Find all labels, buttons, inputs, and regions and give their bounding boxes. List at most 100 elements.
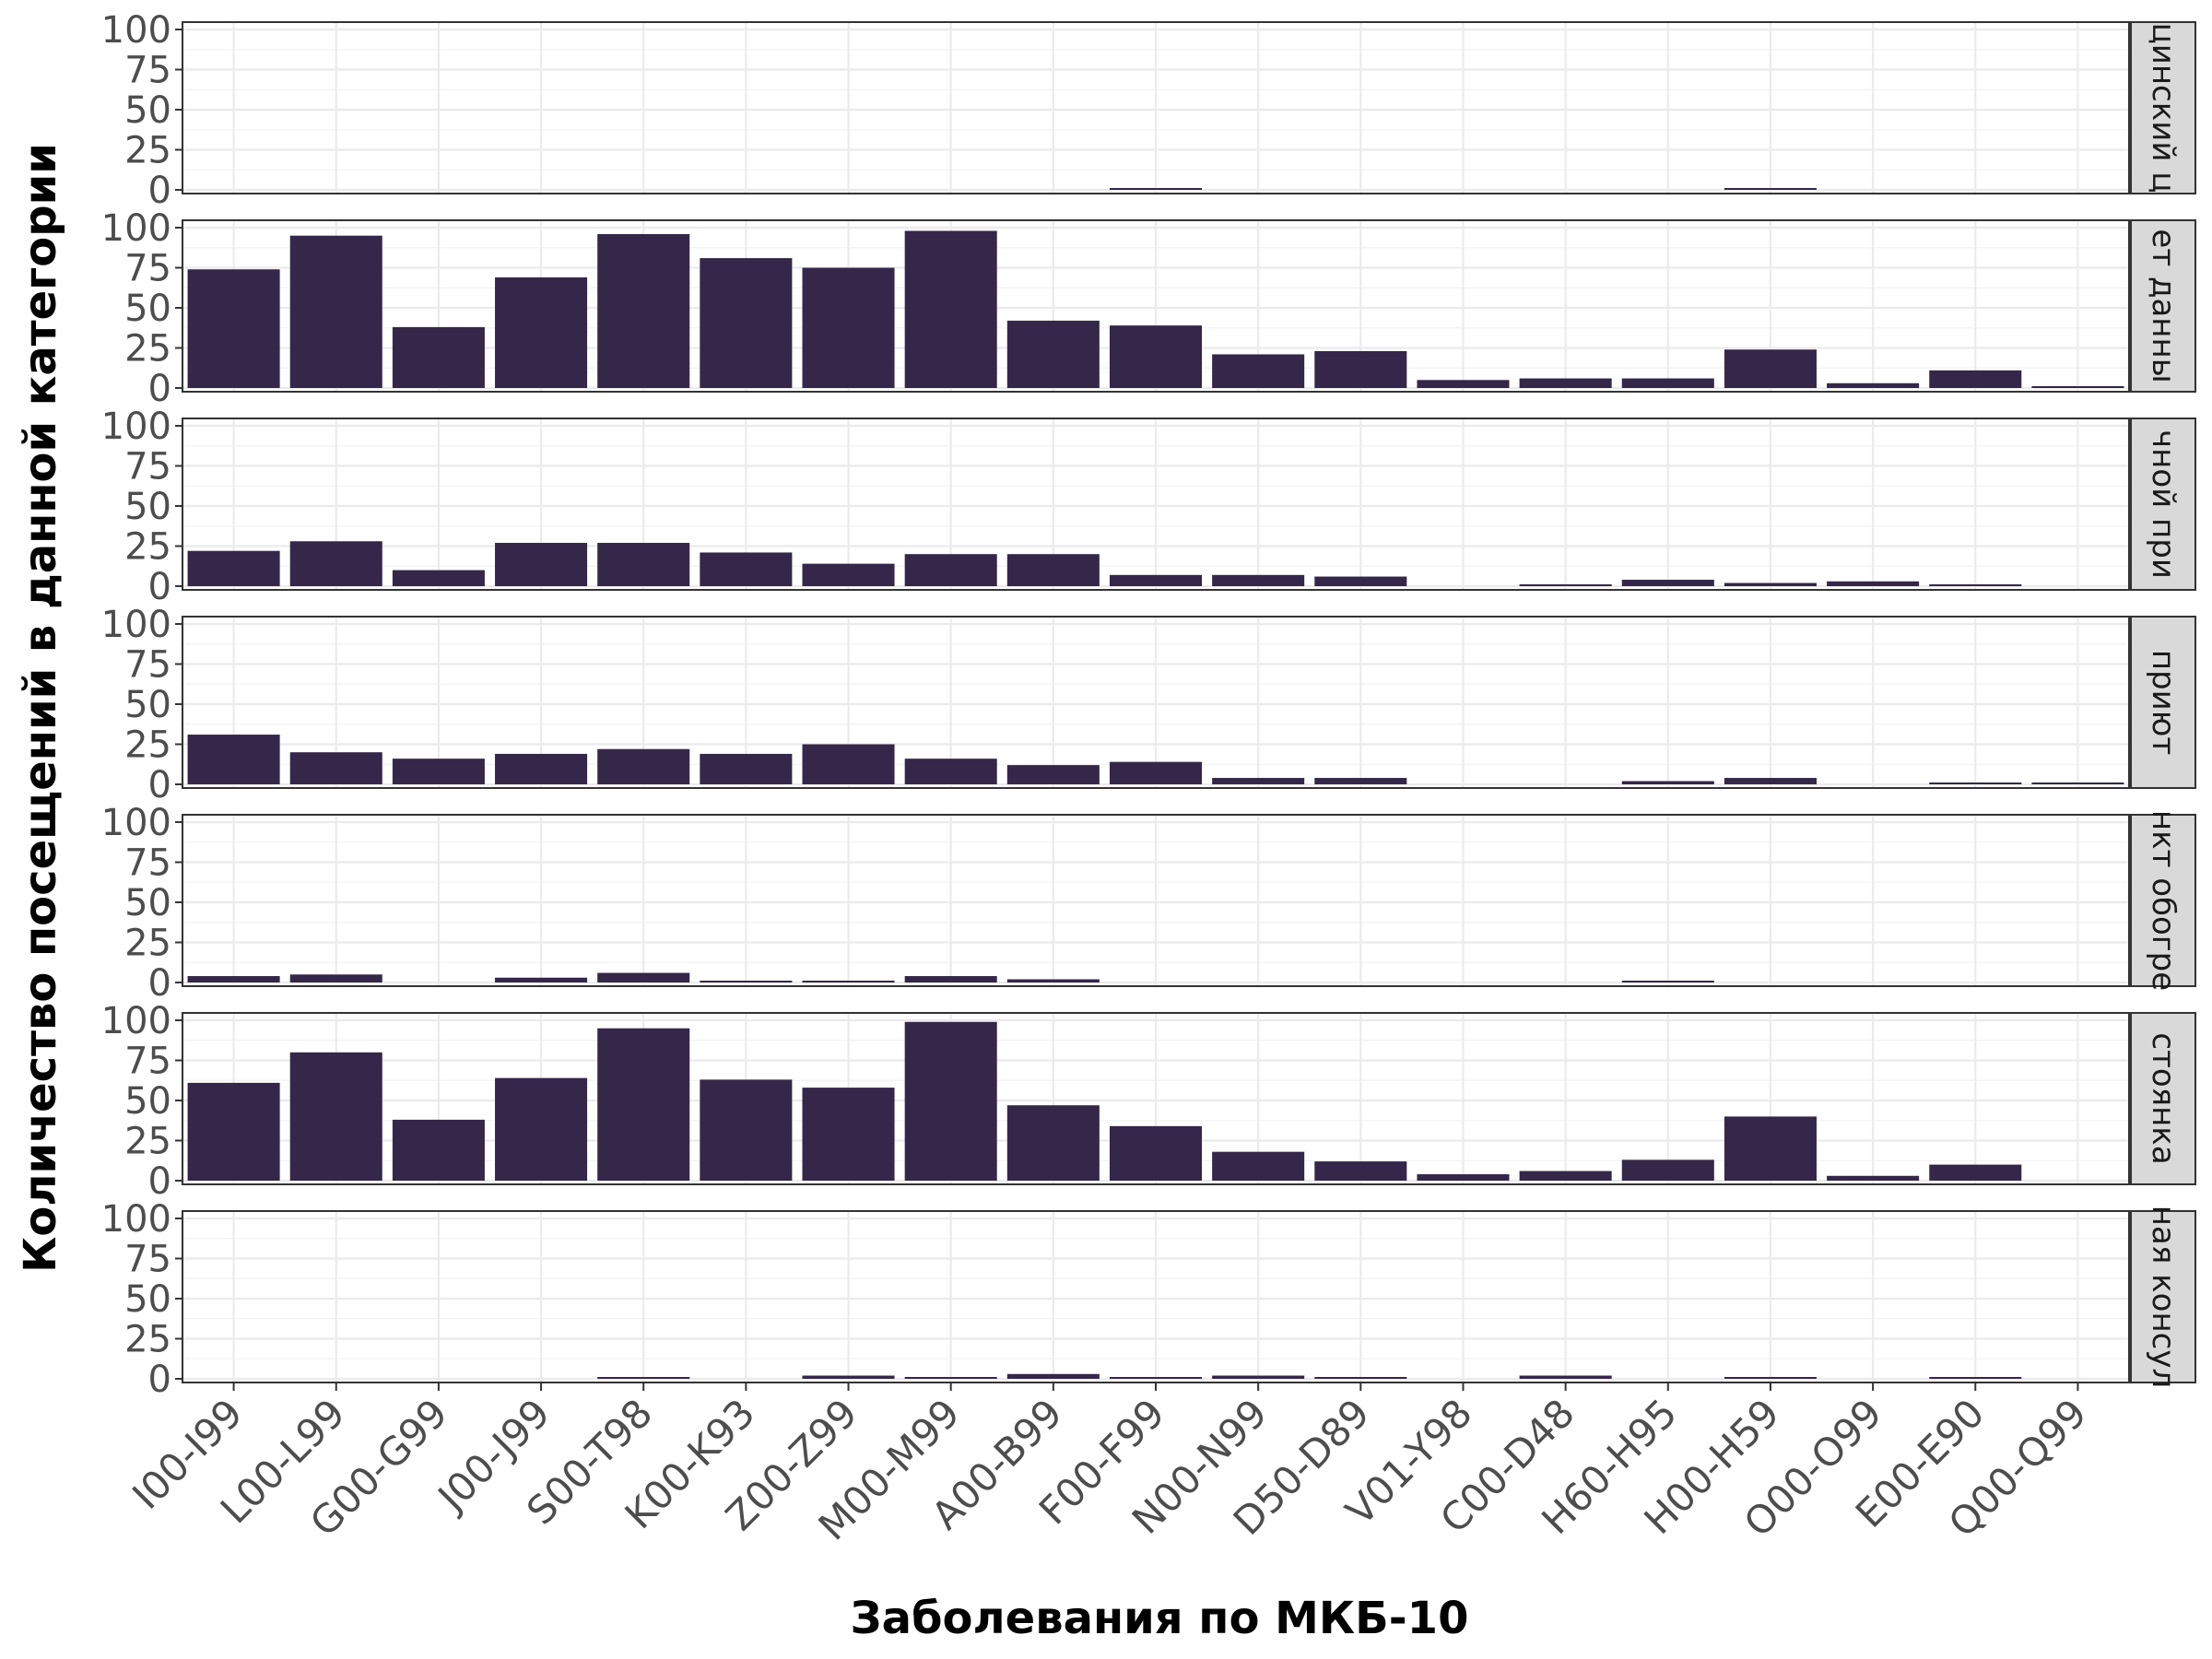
bar <box>1212 1151 1305 1181</box>
y-tick-label: 75 <box>124 50 171 92</box>
bar <box>392 1119 485 1181</box>
bar <box>597 748 690 784</box>
bar <box>187 735 280 784</box>
bar <box>904 1377 997 1379</box>
panel-border <box>182 616 2130 789</box>
bar <box>1109 188 1203 190</box>
y-tick-label: 100 <box>101 406 171 448</box>
bar <box>1314 576 1407 586</box>
bar <box>904 976 997 982</box>
bar <box>2031 782 2124 784</box>
bar <box>2031 386 2124 388</box>
y-tick-label: 25 <box>124 1319 171 1361</box>
bar <box>1724 1377 1817 1379</box>
bar <box>700 753 793 784</box>
y-tick-label: 50 <box>124 288 171 330</box>
bar <box>597 1377 690 1379</box>
y-tick-label: 50 <box>124 1080 171 1123</box>
bar <box>289 235 382 388</box>
x-axis: I00-I99L00-L99G00-G99J00-J99S00-T98K00-K… <box>124 1382 2095 1549</box>
bar <box>1109 761 1203 784</box>
y-tick-label: 25 <box>124 328 171 371</box>
facet-strip <box>2130 1012 2196 1185</box>
bar <box>1212 354 1305 388</box>
bar <box>1724 349 1817 388</box>
facet-strip-label: чной при <box>2145 429 2182 579</box>
y-tick-label: 0 <box>148 764 171 806</box>
y-tick-label: 0 <box>148 962 171 1005</box>
bar <box>597 543 690 586</box>
bar <box>1929 1164 2022 1181</box>
y-tick-label: 0 <box>148 170 171 212</box>
bar <box>1519 378 1612 388</box>
y-tick-label: 50 <box>124 882 171 924</box>
x-axis-title: Заболевания по МКБ-10 <box>851 1593 1469 1644</box>
bar <box>1006 320 1100 388</box>
y-tick-label: 100 <box>101 1198 171 1241</box>
y-tick-label: 100 <box>101 207 171 250</box>
panel-border <box>182 21 2130 194</box>
bar <box>1621 580 1714 586</box>
facet-strip-label: ет данны <box>2145 229 2182 382</box>
bar <box>1314 778 1407 784</box>
bar <box>1109 325 1203 388</box>
bar <box>1621 1159 1714 1181</box>
bar <box>700 981 793 982</box>
bar <box>1006 979 1100 982</box>
bar <box>1006 554 1100 586</box>
y-tick-label: 25 <box>124 923 171 965</box>
y-tick-label: 0 <box>148 1160 171 1203</box>
panel-border <box>182 418 2130 591</box>
bar <box>392 570 485 586</box>
y-tick-label: 50 <box>124 1278 171 1321</box>
bar <box>904 1021 997 1181</box>
y-tick-label: 75 <box>124 248 171 290</box>
bar <box>1212 1375 1305 1379</box>
facet-strip <box>2130 1210 2196 1383</box>
y-tick-label: 25 <box>124 526 171 569</box>
bar <box>1006 765 1100 784</box>
bar <box>1519 1375 1612 1379</box>
facet-strip-label: ная консул <box>2145 1206 2182 1388</box>
bar <box>1109 574 1203 586</box>
y-tick-label: 50 <box>124 486 171 528</box>
bar <box>495 543 588 586</box>
bar <box>289 541 382 586</box>
bar <box>1006 1373 1100 1379</box>
bar <box>289 974 382 982</box>
bar <box>802 267 895 388</box>
y-tick-label: 100 <box>101 802 171 844</box>
y-tick-label: 50 <box>124 684 171 726</box>
bar <box>1212 778 1305 784</box>
facet-strip <box>2130 418 2196 591</box>
bar <box>802 981 895 982</box>
y-tick-label: 75 <box>124 1239 171 1281</box>
y-tick-label: 25 <box>124 130 171 172</box>
bar <box>1724 582 1817 586</box>
bar <box>1109 1377 1203 1379</box>
bar <box>904 230 997 388</box>
panel-border <box>182 219 2130 393</box>
y-tick-label: 100 <box>101 1000 171 1042</box>
bar <box>1724 188 1817 190</box>
bar <box>700 1079 793 1181</box>
bar <box>187 976 280 982</box>
y-tick-label: 0 <box>148 1359 171 1401</box>
bar <box>392 326 485 388</box>
panel-border <box>182 1012 2130 1185</box>
y-tick-label: 25 <box>124 724 171 767</box>
bar <box>597 233 690 388</box>
bar <box>1519 584 1612 586</box>
bar <box>1827 382 1920 388</box>
bar <box>1006 1105 1100 1181</box>
bar <box>1621 378 1714 388</box>
bar <box>1417 1174 1510 1181</box>
bar <box>1314 1377 1407 1379</box>
